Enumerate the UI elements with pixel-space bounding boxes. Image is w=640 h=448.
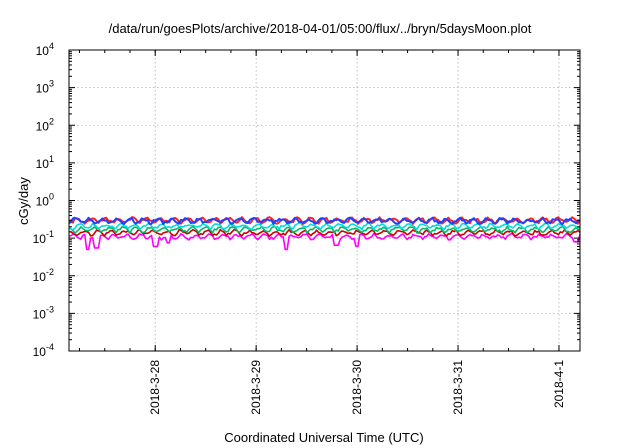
x-tick-label: 2018-3-31	[451, 360, 465, 415]
x-tick-label: 2018-3-30	[350, 360, 364, 415]
x-tick-label: 2018-3-28	[148, 360, 162, 415]
y-tick-label: 104	[36, 41, 54, 58]
y-axis-label: cGy/day	[16, 177, 31, 225]
y-axis-ticks: 10-4 10-3 10-2 10-1 100 101 102 103 104	[33, 41, 580, 359]
y-tick-label: 10-3	[33, 304, 54, 321]
series-line	[68, 216, 581, 226]
y-tick-label: 101	[36, 154, 54, 171]
series-line	[68, 225, 581, 235]
y-tick-label: 10-1	[33, 229, 54, 246]
y-tick-label: 10-4	[33, 342, 54, 359]
grid	[69, 50, 580, 351]
x-axis-ticks: 2018-3-28 2018-3-29 2018-3-30 2018-3-31 2018…	[79, 50, 566, 415]
x-tick-label: 2018-4-1	[552, 360, 566, 408]
x-axis-label: Coordinated Universal Time (UTC)	[224, 430, 423, 445]
series-line	[68, 222, 581, 231]
y-tick-label: 10-2	[33, 267, 54, 284]
y-tick-label: 103	[36, 79, 54, 96]
series-line	[68, 232, 581, 251]
x-tick-label: 2018-3-29	[249, 360, 263, 415]
chart-title: /data/run/goesPlots/archive/2018-04-01/0…	[109, 21, 532, 36]
y-tick-label: 100	[36, 192, 54, 209]
series-layer	[68, 216, 581, 251]
y-tick-label: 102	[36, 116, 54, 133]
